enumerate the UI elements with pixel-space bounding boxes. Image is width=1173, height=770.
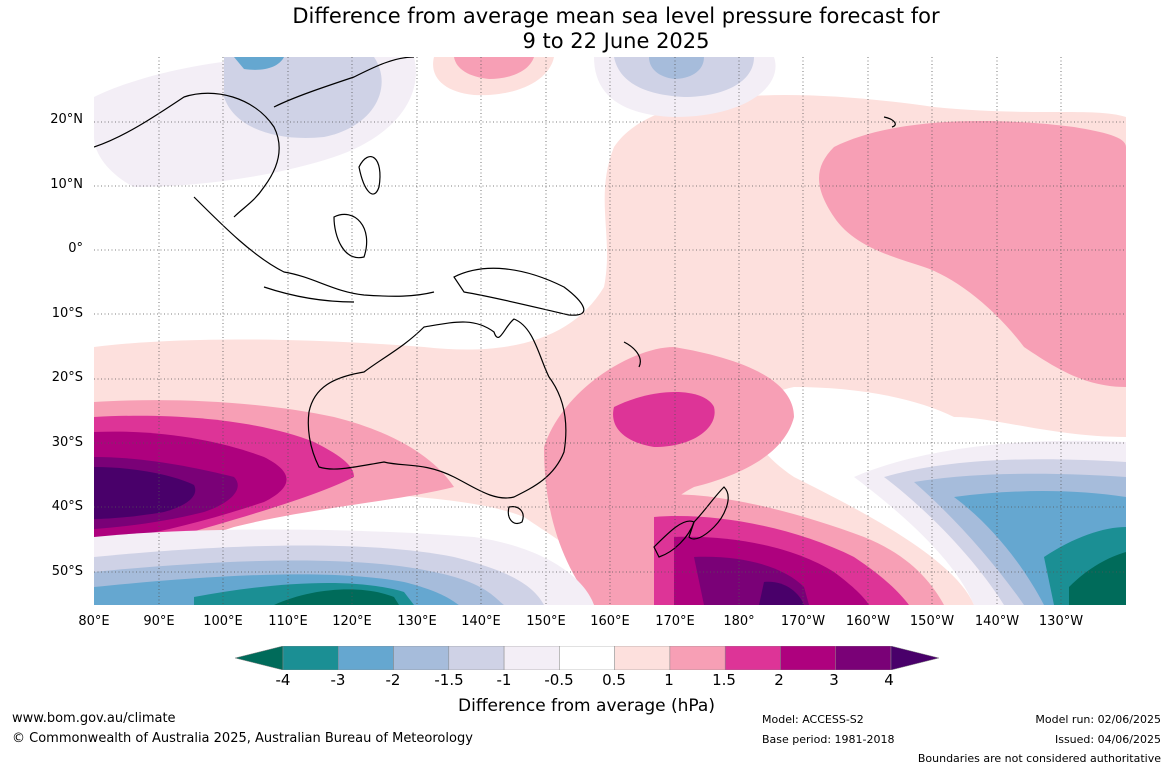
lat-tick-20s: 20°S bbox=[51, 370, 83, 385]
colorbar-label: 2 bbox=[774, 671, 784, 689]
colorbar-label: 0.5 bbox=[602, 671, 626, 689]
pressure-anomaly-map bbox=[94, 57, 1126, 605]
colorbar-label: -1 bbox=[496, 671, 512, 689]
lon-tick-130w: 130°W bbox=[1038, 614, 1084, 629]
colorbar-label: -2 bbox=[385, 671, 401, 689]
colorbar-swatch bbox=[338, 645, 394, 671]
anomaly-region-darkteal-south bbox=[274, 589, 399, 605]
colorbar-swatch bbox=[448, 645, 505, 671]
lon-tick-110e: 110°E bbox=[268, 614, 308, 629]
lon-tick-80e: 80°E bbox=[78, 614, 110, 629]
lat-tick-10s: 10°S bbox=[51, 306, 83, 321]
colorbar-swatches bbox=[234, 645, 940, 671]
model-run-text: Model run: 02/06/2025 bbox=[1035, 713, 1161, 726]
lon-tick-150e: 150°E bbox=[526, 614, 566, 629]
title-line-2: 9 to 22 June 2025 bbox=[522, 29, 710, 53]
colorbar-swatch bbox=[559, 645, 615, 671]
colorbar-label: 1.5 bbox=[712, 671, 736, 689]
colorbar-label: -0.5 bbox=[544, 671, 574, 689]
lat-tick-40s: 40°S bbox=[51, 499, 83, 514]
colorbar-swatch bbox=[724, 645, 781, 671]
colorbar-swatch bbox=[614, 645, 671, 671]
lon-tick-130e: 130°E bbox=[397, 614, 437, 629]
map-svg bbox=[94, 57, 1126, 605]
colorbar bbox=[234, 645, 940, 674]
lon-tick-170e: 170°E bbox=[655, 614, 695, 629]
website-link[interactable]: www.bom.gov.au/climate bbox=[12, 711, 176, 726]
issued-text: Issued: 04/06/2025 bbox=[1054, 733, 1161, 746]
lat-tick-50s: 50°S bbox=[51, 564, 83, 579]
colorbar-swatch bbox=[503, 645, 560, 671]
colorbar-svg bbox=[234, 645, 940, 671]
lon-tick-160w: 160°W bbox=[845, 614, 891, 629]
graticule bbox=[94, 57, 1126, 605]
colorbar-swatch bbox=[282, 645, 339, 671]
colorbar-label: -3 bbox=[330, 671, 346, 689]
map-title: Difference from average mean sea level p… bbox=[0, 4, 1173, 54]
anomaly-region-blue-np bbox=[649, 57, 704, 79]
lat-tick-30s: 30°S bbox=[51, 435, 83, 450]
lon-tick-140e: 140°E bbox=[461, 614, 501, 629]
anomaly-region-pink-tasman bbox=[544, 347, 794, 605]
colorbar-label: 3 bbox=[829, 671, 839, 689]
colorbar-label: -4 bbox=[275, 671, 291, 689]
copyright-text: © Commonwealth of Australia 2025, Austra… bbox=[12, 731, 473, 746]
anomaly-region-magenta-tasman bbox=[613, 392, 715, 447]
anomaly-region-blue-north bbox=[234, 57, 284, 70]
lon-tick-90e: 90°E bbox=[143, 614, 175, 629]
lat-tick-20n: 20°N bbox=[50, 112, 83, 127]
coastlines bbox=[94, 57, 896, 558]
lat-tick-10n: 10°N bbox=[50, 177, 83, 192]
anomaly-region-pink-ne bbox=[819, 121, 1126, 388]
lon-tick-180: 180° bbox=[723, 614, 755, 629]
colorbar-swatch bbox=[393, 645, 450, 671]
lon-tick-170w: 170°W bbox=[780, 614, 826, 629]
colorbar-label: 4 bbox=[884, 671, 894, 689]
colorbar-swatch bbox=[890, 645, 940, 671]
lon-tick-100e: 100°E bbox=[203, 614, 243, 629]
title-line-1: Difference from average mean sea level p… bbox=[292, 4, 940, 28]
anomaly-region-deep-purple-west bbox=[94, 467, 196, 519]
lon-tick-150w: 150°W bbox=[909, 614, 955, 629]
lon-tick-140w: 140°W bbox=[974, 614, 1020, 629]
anomaly-region-darkteal-se bbox=[1069, 552, 1126, 605]
anomaly-region-bluegrey-north bbox=[224, 57, 382, 138]
boundaries-text: Boundaries are not considered authoritat… bbox=[917, 752, 1161, 765]
colorbar-label: 1 bbox=[664, 671, 674, 689]
lat-tick-0: 0° bbox=[68, 241, 83, 256]
anomaly-region-pink2-np bbox=[454, 57, 534, 79]
model-text: Model: ACCESS-S2 bbox=[762, 713, 864, 726]
colorbar-swatch bbox=[234, 645, 284, 671]
colorbar-swatch bbox=[835, 645, 892, 671]
anomaly-region-deep-southnz bbox=[759, 581, 804, 605]
colorbar-swatch bbox=[669, 645, 726, 671]
lon-tick-160e: 160°E bbox=[590, 614, 630, 629]
colorbar-title: Difference from average (hPa) bbox=[458, 696, 715, 716]
colorbar-swatch bbox=[780, 645, 836, 671]
base-period-text: Base period: 1981-2018 bbox=[762, 733, 895, 746]
lon-tick-120e: 120°E bbox=[332, 614, 372, 629]
colorbar-label: -1.5 bbox=[434, 671, 464, 689]
